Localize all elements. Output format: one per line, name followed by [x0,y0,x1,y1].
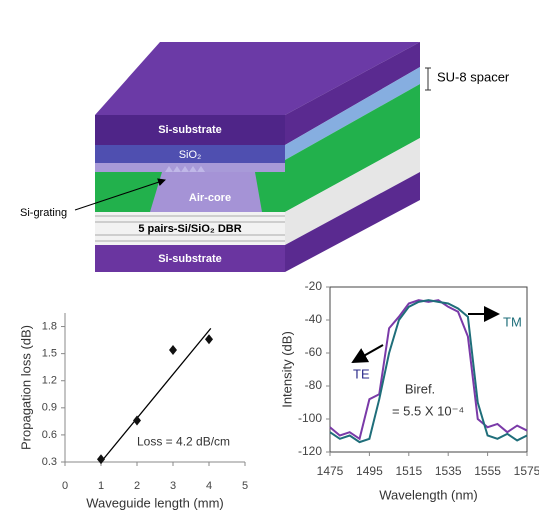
annotation: Loss = 4.2 dB/cm [137,434,230,448]
point [97,454,105,464]
point [205,334,213,344]
label: 5 pairs-Si/SiO₂ DBR [138,223,241,235]
y-tick-label: -100 [298,411,322,425]
y-axis-label: Propagation loss (dB) [18,325,33,450]
label: SU-8 spacer [437,69,510,84]
te-arrow [353,345,383,362]
point [133,415,141,425]
x-tick-label: 1515 [395,464,422,478]
annotation: Biref. [405,381,435,396]
label: Si-substrate [158,124,222,136]
y-tick-label: -80 [305,378,323,392]
y-tick-label: 1.8 [42,320,57,332]
x-axis-label: Wavelength (nm) [379,487,478,502]
y-tick-label: 1.2 [42,375,57,387]
y-tick-label: -20 [305,279,323,293]
spacer-bracket [425,68,431,90]
x-tick-label: 1535 [435,464,462,478]
annotation: = 5.5 X 10⁻⁴ [392,403,464,418]
y-axis-label: Intensity (dB) [279,331,294,408]
y-tick-label: 0.9 [42,402,57,414]
x-axis-label: Waveguide length (mm) [86,495,224,510]
x-tick-label: 1495 [356,464,383,478]
x-tick-label: 0 [62,480,68,492]
y-tick-label: -120 [298,444,322,458]
x-tick-label: 2 [134,480,140,492]
label: Si-substrate [158,253,222,265]
x-tick-label: 1555 [474,464,501,478]
x-tick-label: 5 [242,480,248,492]
figure: SU-8 spacer Si-substrate SiO₂ Air-core S… [0,0,539,514]
label: SiO₂ [179,149,202,161]
y-tick-label: 0.6 [42,429,57,441]
label: Air-core [189,192,231,204]
x-tick-label: 1575 [514,464,539,478]
waveguide-diagram: SU-8 spacer Si-substrate SiO₂ Air-core S… [20,42,510,272]
x-tick-label: 4 [206,480,212,492]
point [169,345,177,355]
y-tick-label: -40 [305,312,323,326]
legend-label: TE [353,366,370,381]
y-tick-label: 0.3 [42,456,57,468]
y-tick-label: 1.5 [42,348,57,360]
legend-label: TM [503,314,522,329]
y-tick-label: -60 [305,345,323,359]
label: Si-grating [20,207,67,219]
x-tick-label: 1 [98,480,104,492]
x-tick-label: 1475 [317,464,344,478]
x-tick-label: 3 [170,480,176,492]
